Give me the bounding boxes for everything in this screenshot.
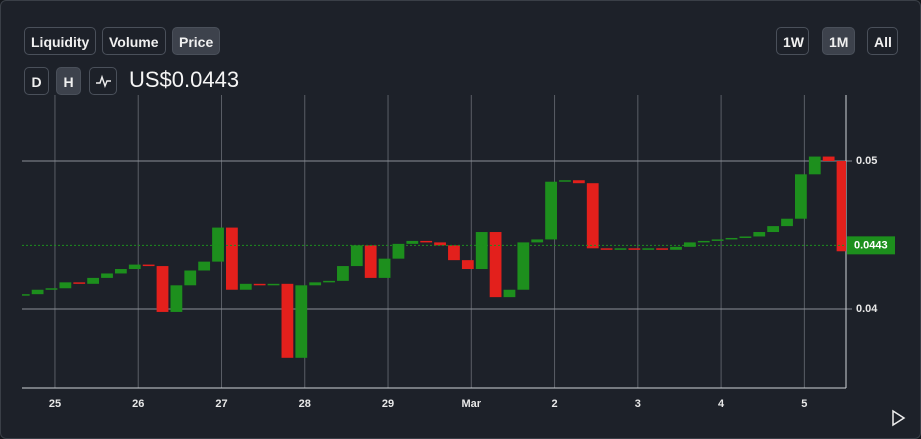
candle xyxy=(656,248,669,250)
candle xyxy=(59,282,72,289)
x-tick-label: 5 xyxy=(801,398,807,410)
candle xyxy=(808,156,821,175)
candle xyxy=(31,289,44,295)
candle xyxy=(836,160,846,252)
candle xyxy=(683,242,696,247)
hour-button[interactable]: H xyxy=(56,67,81,95)
all-button[interactable]: All xyxy=(867,27,898,55)
candle xyxy=(614,248,627,250)
candle xyxy=(781,218,793,227)
x-tick-label: 25 xyxy=(49,398,61,410)
candle xyxy=(725,237,738,240)
candle xyxy=(253,283,266,286)
candle xyxy=(295,285,308,358)
candle xyxy=(697,240,710,243)
candles xyxy=(22,156,846,358)
candle xyxy=(822,156,835,161)
candle xyxy=(73,282,86,284)
candle xyxy=(739,236,752,238)
candle xyxy=(461,260,474,270)
candle xyxy=(156,266,169,312)
x-tick-label: 4 xyxy=(718,398,725,410)
x-tick-label: 29 xyxy=(382,398,394,410)
candle xyxy=(212,227,224,262)
candle xyxy=(475,232,488,270)
x-tick-label: 26 xyxy=(132,398,144,410)
candle xyxy=(559,180,571,182)
candle xyxy=(128,264,141,270)
current-price-header: US$0.0443 xyxy=(129,67,240,92)
volume-button[interactable]: Volume xyxy=(102,27,166,55)
candle xyxy=(323,280,335,283)
candle xyxy=(503,289,516,298)
candle xyxy=(531,239,544,243)
day-button[interactable]: D xyxy=(24,67,49,95)
candle xyxy=(517,242,530,290)
candle xyxy=(184,270,197,286)
chart-style-button[interactable] xyxy=(89,67,117,95)
candle xyxy=(448,245,460,261)
candle xyxy=(239,283,252,290)
candle xyxy=(142,264,155,267)
candle xyxy=(87,277,100,284)
candle xyxy=(711,239,724,241)
y-tick-label: 0.05 xyxy=(856,155,877,167)
price-button[interactable]: Price xyxy=(172,27,221,55)
candle xyxy=(198,261,211,271)
liquidity-button[interactable]: Liquidity xyxy=(24,27,97,55)
candle xyxy=(545,181,557,240)
candle xyxy=(364,245,377,278)
grid xyxy=(22,95,852,389)
candle xyxy=(101,273,113,278)
candle xyxy=(22,294,30,296)
candle xyxy=(114,269,127,274)
candle xyxy=(281,283,294,358)
candle xyxy=(392,243,405,259)
x-tick-label: Mar xyxy=(462,398,482,410)
y-tick-label: 0.04 xyxy=(856,303,878,315)
candle xyxy=(600,248,613,250)
candle xyxy=(489,232,502,298)
candle xyxy=(642,248,655,250)
candle xyxy=(628,248,641,250)
x-tick-label: 28 xyxy=(299,398,311,410)
1m-button[interactable]: 1M xyxy=(822,27,855,55)
candle xyxy=(267,283,280,286)
play-button[interactable] xyxy=(892,409,906,427)
candle xyxy=(753,232,766,237)
x-tick-label: 27 xyxy=(215,398,227,410)
line-icon xyxy=(96,74,111,89)
candle xyxy=(378,258,391,278)
candle xyxy=(350,245,363,267)
candle xyxy=(226,227,238,290)
candle xyxy=(434,242,446,246)
candle xyxy=(572,180,585,184)
candle xyxy=(420,240,433,243)
1w-button[interactable]: 1W xyxy=(776,27,809,55)
candle xyxy=(406,240,419,244)
current-price-label: 0.0443 xyxy=(854,239,888,251)
candle xyxy=(670,246,682,250)
candle xyxy=(337,266,349,281)
candle xyxy=(586,183,599,249)
current-price-tag xyxy=(847,236,895,255)
candle xyxy=(767,226,780,233)
candle xyxy=(45,288,58,290)
x-tick-label: 2 xyxy=(552,398,558,410)
candle xyxy=(170,285,183,312)
x-tick-label: 3 xyxy=(635,398,641,410)
candle xyxy=(794,174,807,219)
axis-labels: 25 26 27 28 29 Mar 2 3 4 5 0.04 0.05 0.0443 xyxy=(49,155,895,410)
candle xyxy=(309,282,322,286)
